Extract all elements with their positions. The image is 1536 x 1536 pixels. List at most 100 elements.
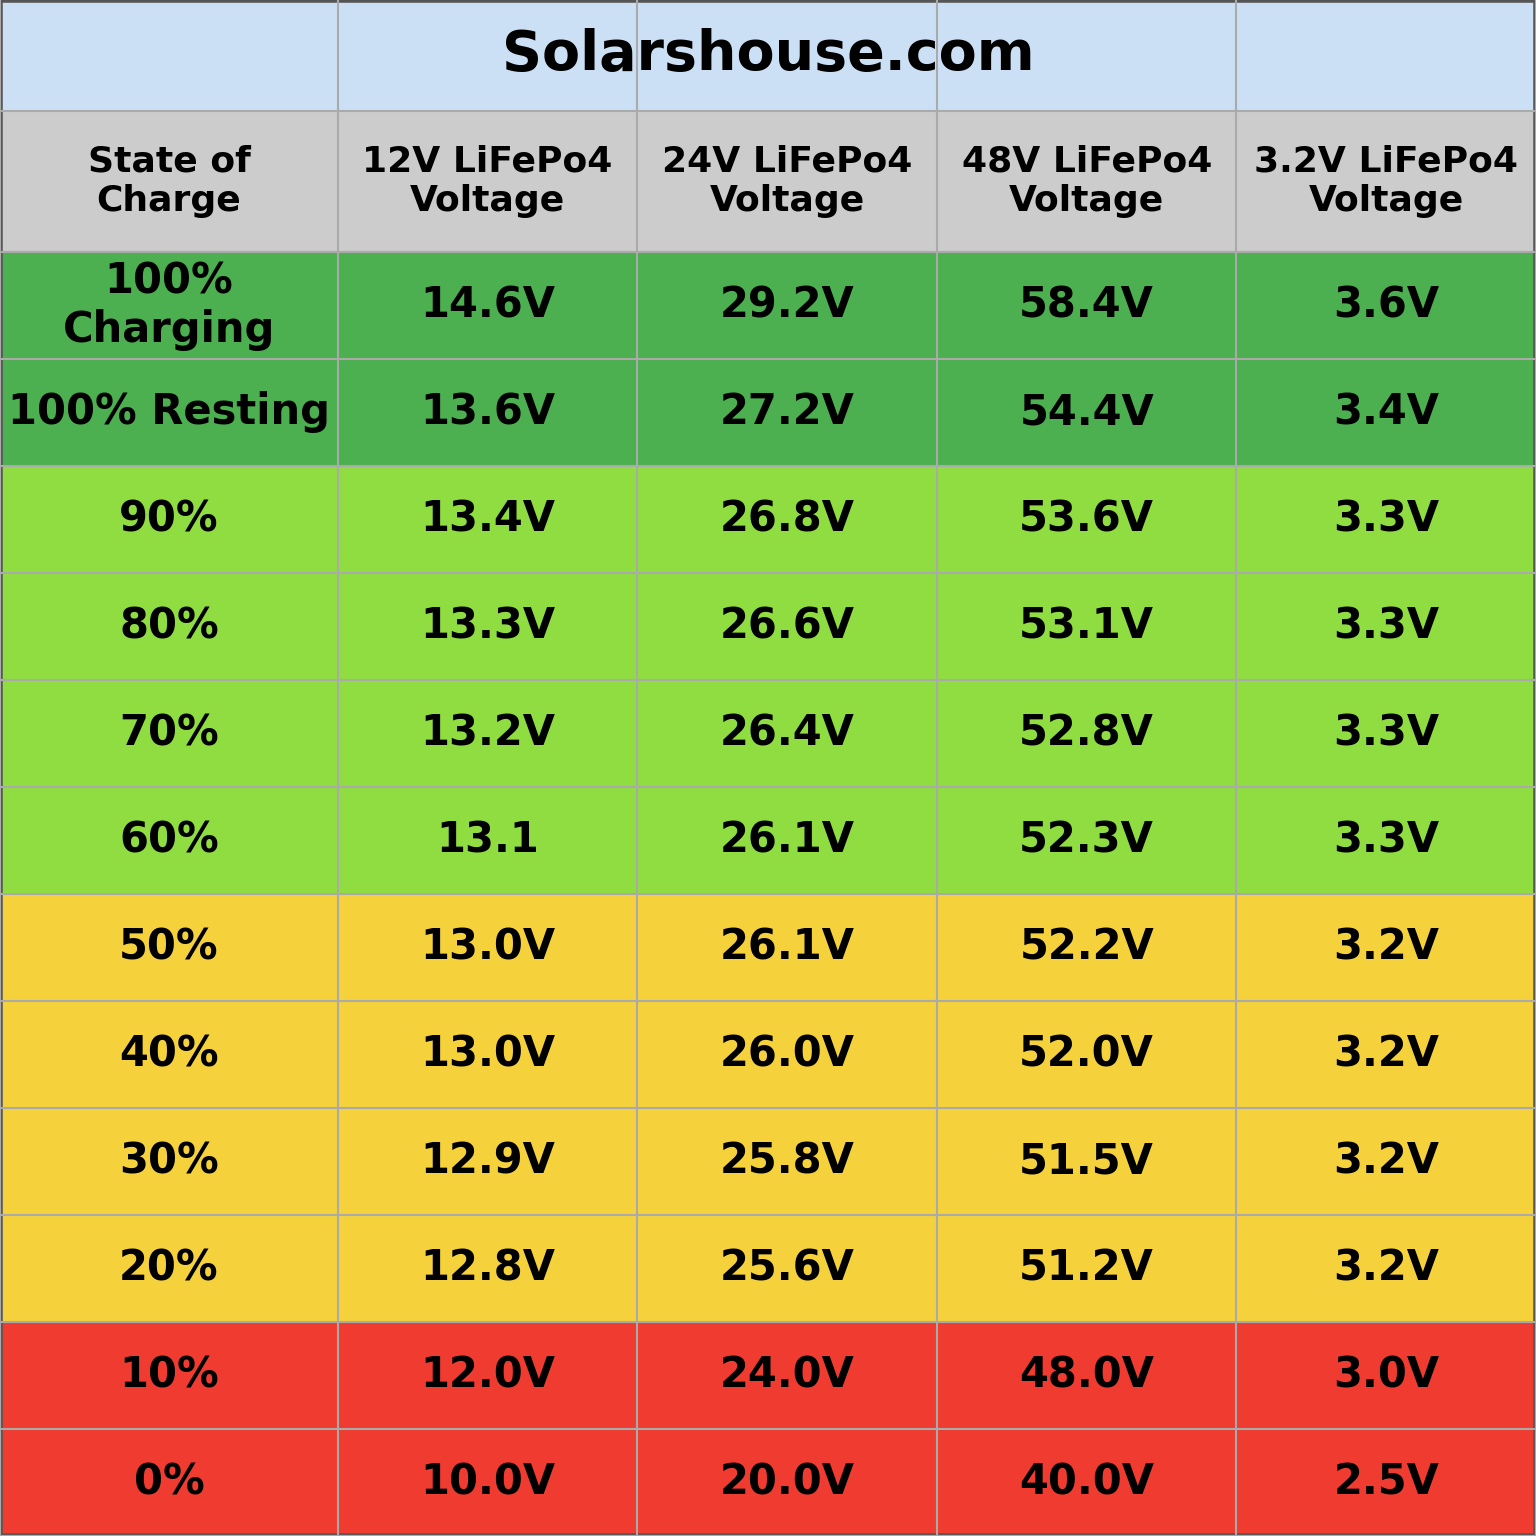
Bar: [637, 465, 937, 573]
Text: 29.2V: 29.2V: [720, 284, 854, 327]
Text: 3.3V: 3.3V: [1333, 498, 1439, 541]
Bar: [937, 786, 1236, 894]
Text: 12V LiFePo4
Voltage: 12V LiFePo4 Voltage: [362, 144, 613, 218]
Bar: [0, 1107, 338, 1215]
Bar: [1236, 465, 1536, 573]
Text: 3.6V: 3.6V: [1333, 284, 1439, 327]
Bar: [637, 1107, 937, 1215]
Bar: [0, 1428, 338, 1536]
Text: 48.0V: 48.0V: [1020, 1355, 1154, 1396]
Bar: [1236, 252, 1536, 359]
Text: 0%: 0%: [134, 1461, 204, 1504]
Bar: [338, 359, 637, 465]
Bar: [0, 1001, 338, 1107]
Text: 13.6V: 13.6V: [421, 392, 554, 433]
Bar: [0, 1215, 338, 1322]
Text: 40%: 40%: [120, 1034, 218, 1075]
Text: 13.2V: 13.2V: [421, 713, 554, 754]
Bar: [0, 465, 338, 573]
Bar: [637, 1215, 937, 1322]
Text: 10.0V: 10.0V: [421, 1461, 554, 1504]
Bar: [0, 0, 1536, 111]
Bar: [937, 1322, 1236, 1428]
Text: 26.6V: 26.6V: [720, 605, 854, 648]
Text: 80%: 80%: [120, 605, 218, 648]
Bar: [637, 680, 937, 786]
Bar: [0, 894, 338, 1001]
Text: 2.5V: 2.5V: [1333, 1461, 1439, 1504]
Bar: [0, 786, 338, 894]
Text: 3.3V: 3.3V: [1333, 819, 1439, 862]
Bar: [0, 1322, 338, 1428]
Bar: [637, 1001, 937, 1107]
Bar: [937, 111, 1236, 252]
Text: 13.0V: 13.0V: [421, 1034, 554, 1075]
Bar: [1236, 786, 1536, 894]
Text: 52.2V: 52.2V: [1020, 926, 1154, 969]
Text: 25.6V: 25.6V: [720, 1247, 854, 1290]
Text: 90%: 90%: [120, 498, 218, 541]
Bar: [637, 1322, 937, 1428]
Bar: [1236, 111, 1536, 252]
Bar: [0, 111, 338, 252]
Bar: [937, 359, 1236, 465]
Text: 60%: 60%: [120, 819, 218, 862]
Text: 100% Resting: 100% Resting: [8, 392, 330, 433]
Bar: [1236, 680, 1536, 786]
Text: 30%: 30%: [120, 1140, 218, 1183]
Text: 3.3V: 3.3V: [1333, 605, 1439, 648]
Bar: [937, 1428, 1236, 1536]
Text: 24.0V: 24.0V: [720, 1355, 854, 1396]
Bar: [637, 252, 937, 359]
Text: 3.2V: 3.2V: [1333, 1247, 1439, 1290]
Text: 52.0V: 52.0V: [1020, 1034, 1154, 1075]
Text: 40.0V: 40.0V: [1020, 1461, 1154, 1504]
Text: 3.0V: 3.0V: [1333, 1355, 1439, 1396]
Bar: [637, 573, 937, 680]
Bar: [937, 1107, 1236, 1215]
Text: 13.3V: 13.3V: [421, 605, 554, 648]
Bar: [338, 1428, 637, 1536]
Text: 26.1V: 26.1V: [720, 819, 854, 862]
Bar: [338, 894, 637, 1001]
Text: 26.4V: 26.4V: [720, 713, 854, 754]
Bar: [0, 680, 338, 786]
Text: 51.5V: 51.5V: [1020, 1140, 1154, 1183]
Bar: [338, 1322, 637, 1428]
Bar: [338, 465, 637, 573]
Text: 53.6V: 53.6V: [1020, 498, 1154, 541]
Bar: [338, 1215, 637, 1322]
Text: 48V LiFePo4
Voltage: 48V LiFePo4 Voltage: [962, 144, 1212, 218]
Bar: [338, 1001, 637, 1107]
Text: 12.0V: 12.0V: [421, 1355, 554, 1396]
Bar: [637, 1428, 937, 1536]
Text: 13.4V: 13.4V: [421, 498, 554, 541]
Bar: [937, 1001, 1236, 1107]
Text: 3.3V: 3.3V: [1333, 713, 1439, 754]
Text: 50%: 50%: [120, 926, 218, 969]
Text: 20.0V: 20.0V: [720, 1461, 854, 1504]
Text: 52.8V: 52.8V: [1020, 713, 1154, 754]
Bar: [338, 786, 637, 894]
Bar: [1236, 1107, 1536, 1215]
Text: 100%
Charging: 100% Charging: [63, 260, 275, 350]
Text: 13.0V: 13.0V: [421, 926, 554, 969]
Bar: [937, 465, 1236, 573]
Bar: [937, 894, 1236, 1001]
Text: 51.2V: 51.2V: [1020, 1247, 1154, 1290]
Bar: [0, 252, 338, 359]
Bar: [338, 573, 637, 680]
Bar: [0, 359, 338, 465]
Text: 10%: 10%: [120, 1355, 218, 1396]
Text: 13.1: 13.1: [436, 819, 539, 862]
Bar: [637, 359, 937, 465]
Bar: [1236, 1001, 1536, 1107]
Bar: [937, 680, 1236, 786]
Bar: [637, 894, 937, 1001]
Text: 27.2V: 27.2V: [720, 392, 854, 433]
Text: 26.0V: 26.0V: [720, 1034, 854, 1075]
Bar: [338, 252, 637, 359]
Text: 70%: 70%: [120, 713, 218, 754]
Text: 26.8V: 26.8V: [720, 498, 854, 541]
Bar: [937, 573, 1236, 680]
